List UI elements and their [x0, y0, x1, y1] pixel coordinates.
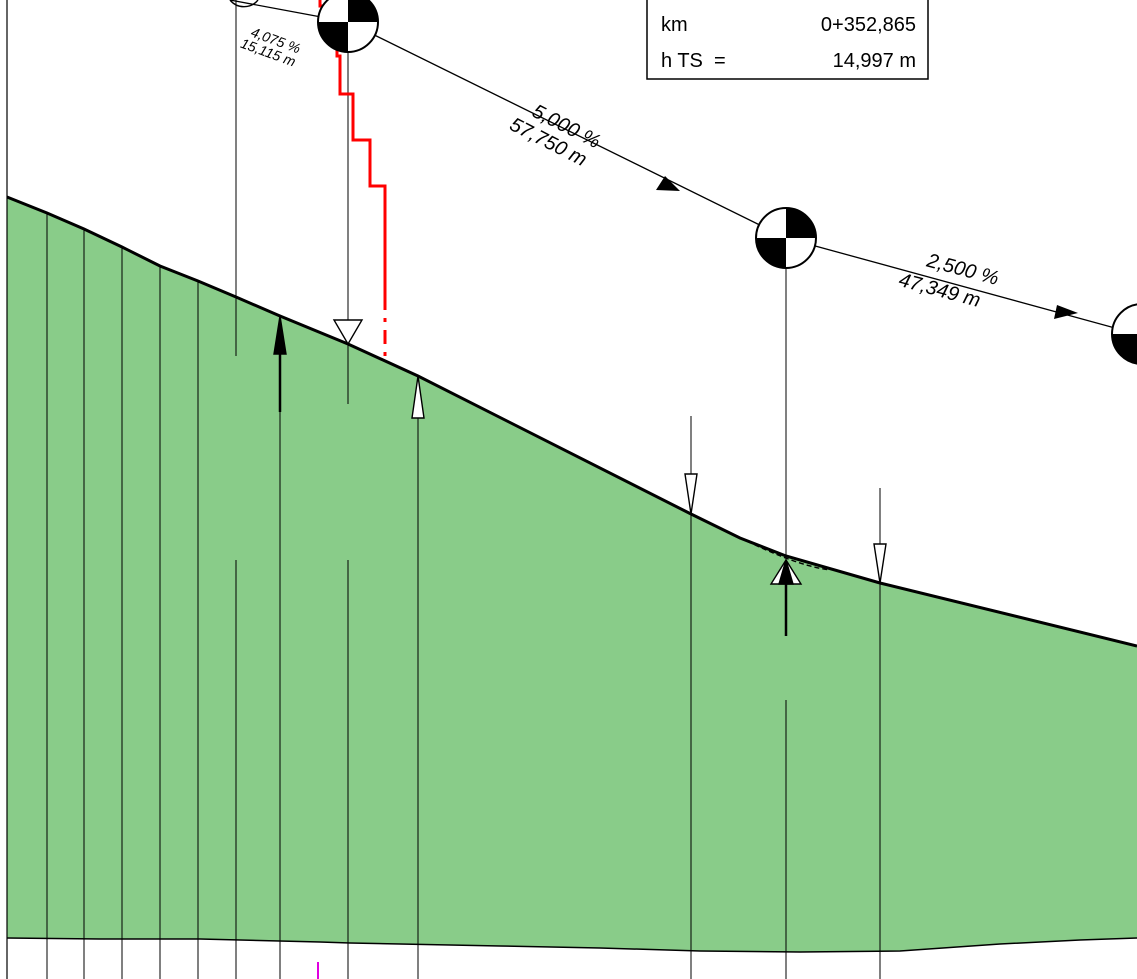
partial-circle-top-left: [229, 0, 259, 8]
down-arrow-icon: [873, 543, 887, 584]
km-label: km: [661, 14, 688, 36]
km-value: 0+352,865: [821, 14, 916, 36]
station-info-box: km 0+352,865 h TS = 14,997 m: [646, 0, 929, 80]
height-value: 14,997 m: [833, 50, 916, 72]
bottom-boundary-line: [6, 937, 1137, 953]
down-arrow-icon: [332, 319, 364, 346]
down-arrow-icon: [684, 473, 698, 515]
vertical-point-marker-2: [755, 207, 817, 269]
ground-area: [7, 197, 1137, 952]
height-label: h TS =: [661, 50, 726, 72]
grade-arrow-icon: [1054, 305, 1078, 319]
vertical-point-marker-1: [317, 0, 379, 53]
up-arrow-icon: [411, 375, 425, 419]
vertical-point-marker-3: [1111, 303, 1137, 365]
design-grade-line: [229, 0, 1137, 335]
level-arrows: [273, 315, 887, 636]
grade-arrow-icon: [656, 176, 680, 191]
